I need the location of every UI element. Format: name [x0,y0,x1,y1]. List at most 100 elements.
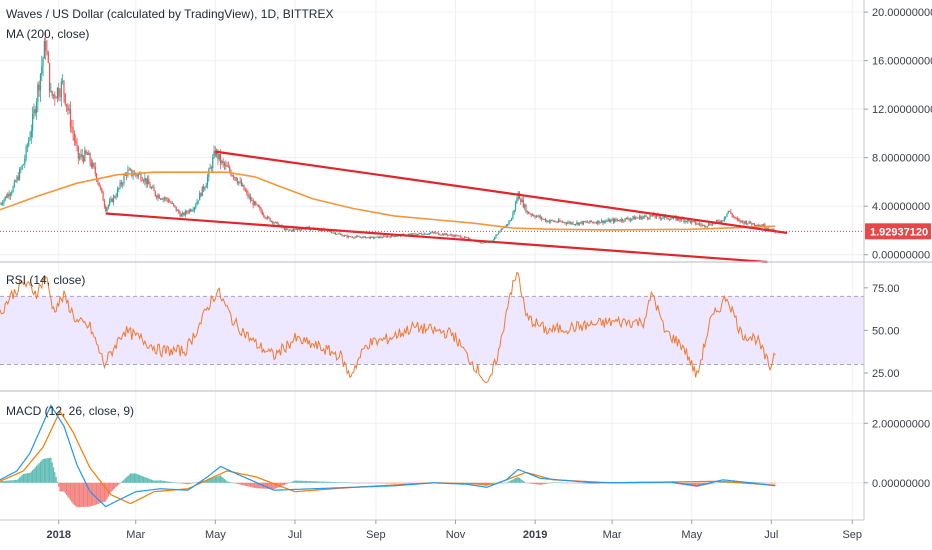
macd-histogram-bar [388,482,390,484]
candle-body [439,234,441,236]
candle-body [494,237,496,240]
candle-body [351,236,353,238]
candle-body [189,209,192,212]
candle-body [709,223,711,225]
macd-histogram-bar [165,481,167,483]
candle-body [524,204,526,208]
macd-histogram-bar [265,482,267,489]
candle-body [620,219,622,222]
macd-histogram-bar [240,482,243,485]
candle-body [717,220,719,222]
candle-body [136,174,138,177]
macd-histogram-bar [402,482,404,484]
candle-body [659,216,661,219]
candle-body [139,173,141,175]
candle-body [246,191,248,193]
candle-body [73,133,75,141]
candle-body [196,201,198,205]
macd-histogram-bar [360,482,363,484]
candle-body [539,216,541,218]
candle-body [106,207,108,212]
macd-histogram-bar [657,482,659,484]
macd-histogram-bar [212,478,214,483]
macd-histogram-bar [524,481,526,483]
candle-body [559,219,561,222]
macd-histogram-bar [393,482,395,484]
candle-body [683,219,685,222]
macd-histogram-bar [308,481,310,483]
macd-histogram-bar [217,476,219,483]
macd-histogram-bar [227,481,229,483]
candle-body [32,114,34,131]
macd-histogram-bar [62,482,64,492]
candle-body [507,223,509,225]
macd-histogram-bar [508,481,510,483]
macd-histogram-bar [500,482,502,484]
rsi-tick-label: 25.00 [872,368,900,380]
macd-histogram-bar [503,482,505,484]
macd-histogram-bar [713,482,715,484]
candle-body [183,212,185,216]
macd-histogram-bar [34,467,36,483]
candle-body [700,224,702,226]
candle-body [223,162,226,166]
candle-body [209,167,211,170]
price-tick-label: 8.00000000 [872,153,930,165]
macd-histogram-bar [20,476,22,483]
candle-body [663,216,665,218]
candle-body [555,221,557,223]
candle-body [354,236,356,238]
candle-body [206,177,209,186]
candle-body [286,228,288,230]
candle-body [423,233,425,235]
macd-histogram-bar [99,482,102,504]
candle-body [320,230,322,232]
macd-histogram-bar [337,482,339,483]
macd-histogram-bar [33,468,35,483]
candle-body [333,232,335,234]
macd-histogram-bar [58,482,60,487]
macd-histogram-bar [52,467,55,483]
candle-body [162,198,164,200]
macd-histogram-bar [71,482,73,503]
candle-body [270,221,273,222]
candle-body [42,58,44,67]
candle-body [578,222,581,225]
macd-histogram-bar [196,482,198,483]
macd-histogram-bar [513,478,515,483]
candle-body [330,231,333,233]
macd-histogram-bar [21,475,23,483]
macd-histogram-bar [128,474,130,483]
candle-body [505,224,507,228]
macd-histogram-bar [270,482,273,490]
candle-body [738,219,740,221]
macd-histogram-bar [186,482,188,485]
candle-body [418,233,420,235]
macd-histogram-bar [333,482,335,483]
macd-histogram-bar [490,482,492,485]
macd-histogram-bar [392,482,394,484]
macd-histogram-bar [59,482,61,492]
candle-body [359,237,361,238]
macd-histogram-bar [320,481,322,483]
macd-histogram-bar [84,482,86,507]
candle-body [122,183,124,185]
candle-body [384,235,386,237]
candle-body [77,145,79,159]
candle-body [655,214,658,218]
candle-body [593,222,595,223]
candle-body [482,242,484,244]
macd-histogram-bar [336,482,338,483]
macd-histogram-bar [712,482,714,484]
macd-histogram-bar [768,482,770,484]
candle-body [742,220,744,222]
macd-histogram-bar [105,482,107,502]
candle-body [537,215,539,217]
macd-histogram-bar [67,482,69,497]
candle-body [698,223,701,225]
macd-histogram-bar [494,482,496,484]
candle-body [65,104,68,107]
candle-body [349,235,351,237]
macd-histogram-bar [75,482,77,507]
